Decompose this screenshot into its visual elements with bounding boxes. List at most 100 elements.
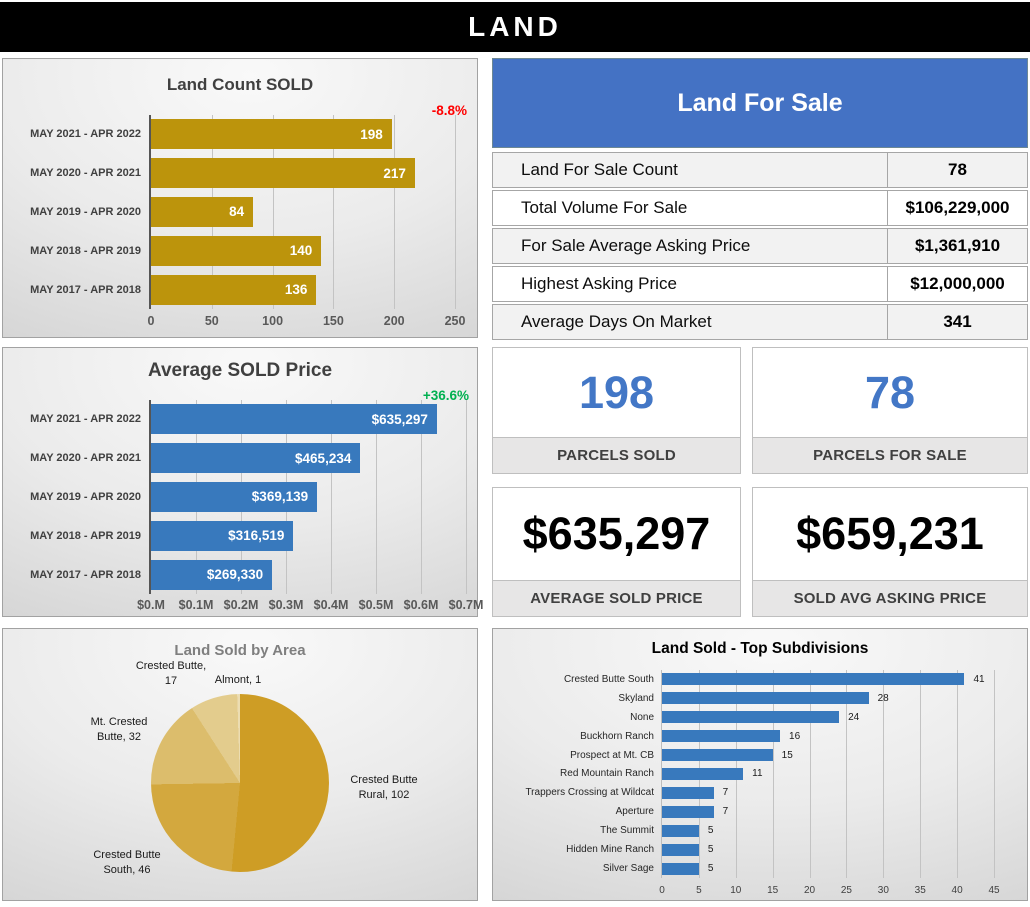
kpi-card: $659,231 SOLD AVG ASKING PRICE — [752, 487, 1028, 617]
category-label: MAY 2017 - APR 2018 — [30, 568, 141, 581]
bar: 84 — [151, 196, 254, 227]
yoy-change-badge: -8.8% — [431, 103, 467, 118]
bar — [662, 711, 840, 724]
pie-slice-label-mt-crested-butte: Mt. Crested Butte, 32 — [90, 716, 148, 743]
category-label: MAY 2020 - APR 2021 — [30, 167, 141, 180]
x-axis: 0 50 100 150 200 250 — [148, 309, 466, 331]
metric-value: $12,000,000 — [887, 267, 1027, 301]
page-title-banner: LAND — [0, 2, 1030, 52]
category-label: Buckhorn Ranch — [580, 730, 654, 742]
category-axis: Crested Butte South Skyland None Buckhorn R… — [501, 670, 661, 878]
bar-rows: 41 28 24 16 15 11 7 7 5 5 5 — [662, 670, 994, 878]
land-count-sold-chart: MAY 2021 - APR 2022 MAY 2020 - APR 2021 MA… — [9, 115, 465, 328]
gridline — [455, 115, 456, 309]
bar-value-label: 7 — [722, 787, 729, 799]
top-subdivisions-panel: Land Sold - Top Subdivisions Crested But… — [492, 628, 1028, 901]
chart-title-average-sold-price: Average SOLD Price — [147, 360, 333, 381]
bar — [662, 730, 781, 743]
kpi-caption: PARCELS SOLD — [493, 437, 740, 473]
land-sold-by-area-panel: Land Sold by Area Crested Butte, 17 Almo… — [2, 628, 478, 901]
bar-value-label: 41 — [973, 673, 985, 685]
bar-value-label: 84 — [229, 204, 245, 220]
kpi-value: $635,297 — [522, 508, 711, 559]
metric-label: Total Volume For Sale — [521, 198, 688, 217]
land-for-sale-panel: Land For Sale Land For Sale Count 78 Total… — [492, 58, 1028, 340]
bar — [662, 862, 699, 875]
bar-value-label: 16 — [789, 730, 801, 742]
bar — [662, 843, 699, 856]
table-title: Land For Sale — [677, 88, 843, 117]
kpi-caption: SOLD AVG ASKING PRICE — [753, 580, 1027, 616]
bar-value-label: $269,330 — [206, 567, 264, 583]
category-label: MAY 2019 - APR 2020 — [30, 490, 141, 503]
table-row: Total Volume For Sale $106,229,000 — [492, 190, 1028, 226]
gridline — [920, 670, 922, 878]
category-label: MAY 2021 - APR 2022 — [30, 413, 141, 426]
gridline — [394, 115, 396, 309]
bar-value-label: 136 — [284, 282, 308, 298]
metric-label: Land For Sale Count — [521, 160, 678, 179]
pie-slice-label-crested-butte-rural: Crested Butte Rural, 102 — [350, 774, 418, 801]
gridline — [272, 115, 274, 309]
bar — [662, 767, 744, 780]
category-label: MAY 2017 - APR 2018 — [30, 283, 141, 296]
x-tick-label: $0.1M — [178, 598, 214, 612]
bar-row: 5 — [662, 821, 994, 840]
bar — [662, 805, 714, 818]
bar-row: 5 — [662, 859, 994, 878]
category-label: Silver Sage — [602, 863, 654, 875]
kpi-card: $635,297 AVERAGE SOLD PRICE — [492, 487, 741, 617]
plot-area: 41 28 24 16 15 11 7 7 5 5 5 0 5 10 15 20 25 30 35 40 45 — [659, 670, 1000, 896]
pie-slice-label-almont: Almont, 1 — [214, 674, 262, 686]
average-sold-price-chart: MAY 2021 - APR 2022 MAY 2020 - APR 2021 MA… — [9, 400, 483, 612]
x-tick-label: 10 — [730, 885, 742, 896]
x-tick-label: 0 — [659, 885, 665, 896]
page-title: LAND — [468, 11, 562, 42]
bar-value-label: $316,519 — [228, 528, 285, 544]
top-subdivisions-chart: Crested Butte South Skyland None Buckhorn R… — [501, 670, 1000, 896]
x-axis: $0.M $0.1M $0.2M $0.3M $0.4M $0.5M $0.6M $0.7M — [137, 594, 483, 616]
chart-title-top-subdivisions: Land Sold - Top Subdivisions — [651, 640, 869, 657]
table-row: Average Days On Market 341 — [492, 304, 1028, 340]
kpi-card: 198 PARCELS SOLD — [492, 347, 741, 474]
gridline — [809, 670, 811, 878]
bar-row: 16 — [662, 727, 994, 746]
bar — [662, 824, 699, 837]
x-tick-label: 100 — [262, 314, 284, 328]
bar: $369,139 — [151, 481, 318, 512]
x-tick-label: 30 — [877, 885, 889, 896]
average-sold-price-panel: Average SOLD Price +36.6% MAY 2021 - APR… — [2, 347, 483, 617]
bar-row: 5 — [662, 840, 994, 859]
x-tick-label: 25 — [840, 885, 852, 896]
bar: 217 — [151, 158, 415, 189]
x-tick-label: $0.7M — [448, 598, 484, 612]
kpi-value: 198 — [578, 366, 655, 418]
x-tick-label: $0.2M — [223, 598, 259, 612]
gridline — [846, 670, 848, 878]
x-axis: 0 5 10 15 20 25 30 35 40 45 — [659, 878, 999, 900]
bar: 140 — [151, 235, 322, 266]
metric-label: Highest Asking Price — [521, 274, 677, 293]
gridline — [772, 670, 774, 878]
x-tick-label: 20 — [803, 885, 816, 896]
kpi-caption: AVERAGE SOLD PRICE — [493, 580, 740, 616]
x-tick-label: 45 — [988, 885, 1000, 896]
bar-value-label: 28 — [877, 692, 889, 704]
category-label: The Summit — [600, 825, 654, 837]
bar: $635,297 — [151, 404, 437, 435]
bar — [662, 786, 714, 799]
bar-row: $369,139 — [151, 478, 466, 517]
plot-area: 198 217 84 140 136 0 50 100 150 200 250 — [148, 115, 465, 328]
bar-row: 7 — [662, 802, 994, 821]
pie-slice-label-crested-butte-south: Crested Butte South, 46 — [93, 849, 161, 876]
kpi-cards-grid: 198 PARCELS SOLD 78 PARCELS FOR SALE $635,29… — [492, 347, 1028, 617]
category-label: Aperture — [615, 806, 654, 818]
bar-rows: $635,297 $465,234 $369,139 $316,519 $269,330 — [151, 400, 466, 594]
bar-row: $316,519 — [151, 516, 466, 555]
category-label: Trappers Crossing at Wildcat — [525, 787, 654, 799]
gridline — [994, 670, 995, 878]
bar: $269,330 — [151, 559, 273, 590]
metric-value: $106,229,000 — [887, 191, 1027, 225]
category-label: MAY 2021 - APR 2022 — [30, 128, 141, 141]
bar — [662, 673, 965, 686]
